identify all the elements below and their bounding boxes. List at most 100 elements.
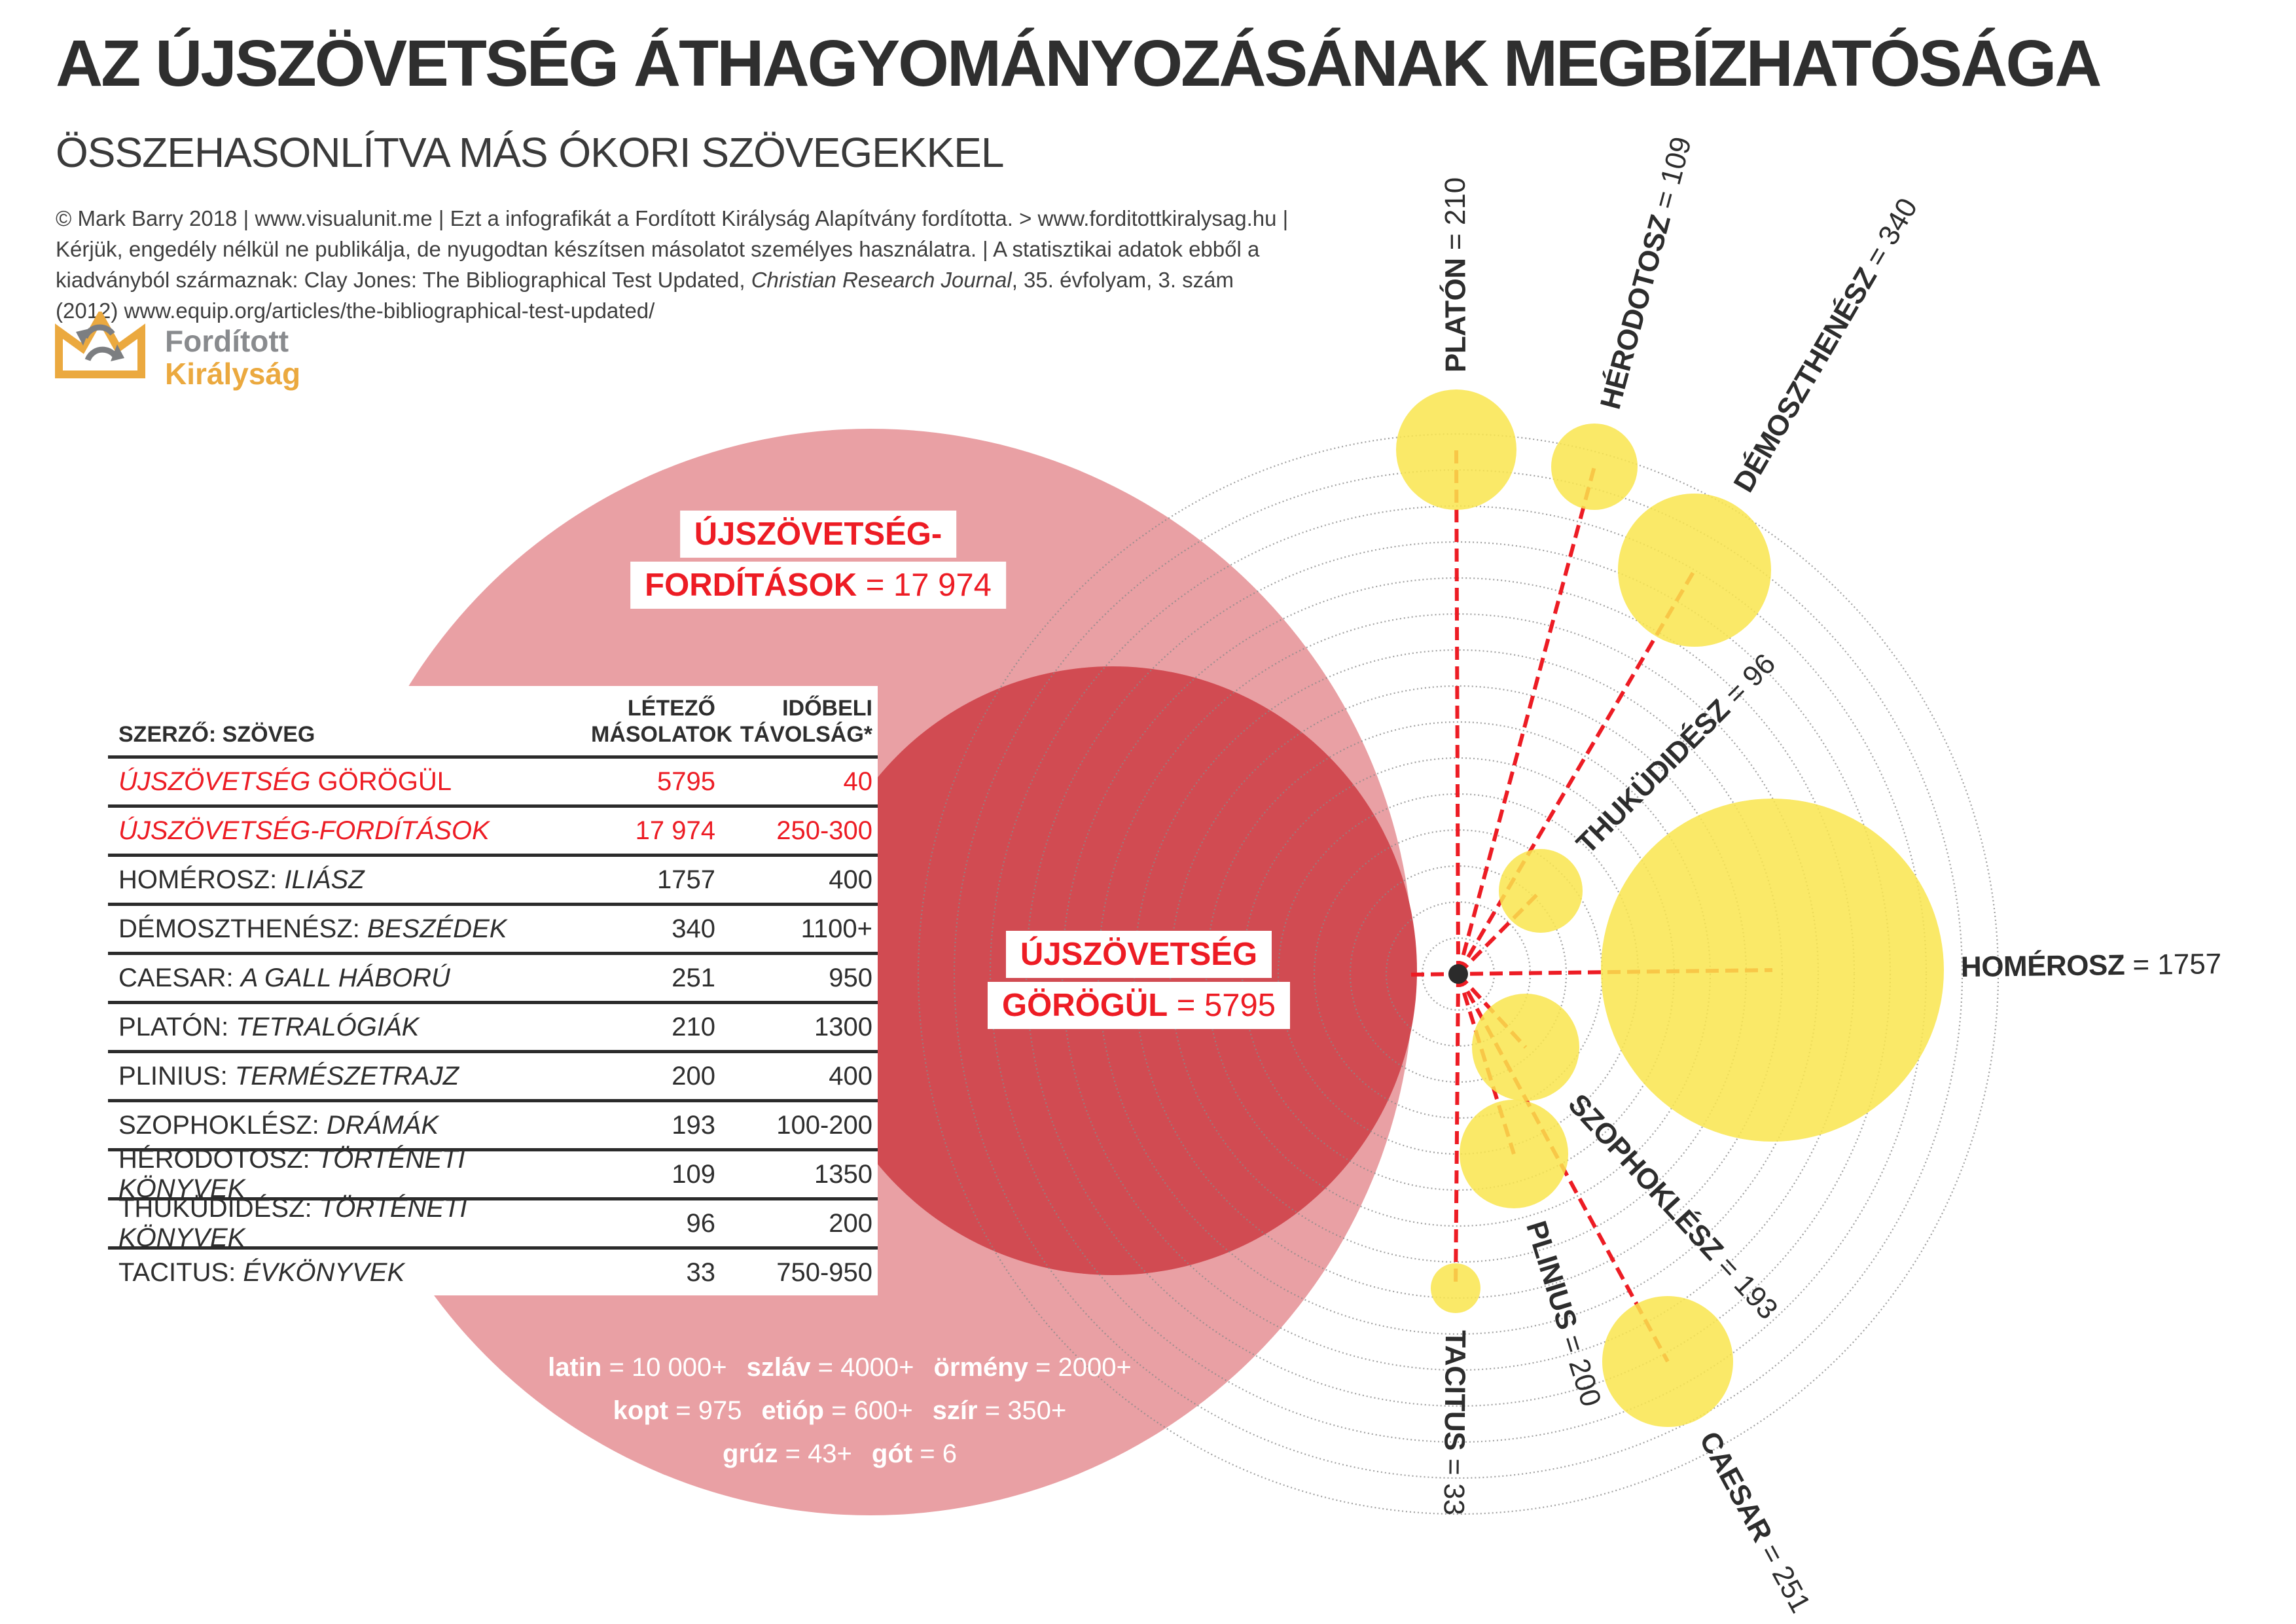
- credits-line: kiadványból származnak: Clay Jones: The …: [56, 268, 1234, 292]
- cell-author-text: PLATÓN: TETRALÓGIÁK: [118, 1012, 420, 1041]
- table-header-distance: IDŐBELI TÁVOLSÁG*: [740, 696, 872, 747]
- cell-copies: 210: [672, 1012, 715, 1041]
- time-ring: [917, 433, 2000, 1515]
- breakdown-line: grúz = 43+ gót = 6: [538, 1432, 1141, 1475]
- manuscripts-table: SZERZŐ: SZÖVEG LÉTEZŐ MÁSOLATOK IDŐBELI TÁ…: [108, 686, 878, 1295]
- cell-author-text: SZOPHOKLÉSZ: DRÁMÁK: [118, 1110, 439, 1140]
- nt-greek-callout: ÚJSZÖVETSÉG GÖRÖGÜL = 5795: [987, 931, 1291, 1033]
- cell-author-text: HÉRODOTOSZ: TÖRTÉNETI KÖNYVEK: [118, 1145, 465, 1203]
- translation-language-breakdown: latin = 10 000+ szláv = 4000+ örmény = 200…: [538, 1346, 1141, 1475]
- radial-label-homerosz: HOMÉROSZ = 1757: [1960, 948, 2222, 984]
- radial-line-tacitus: [1454, 973, 1460, 1289]
- cell-author-text: ÚJSZÖVETSÉG GÖRÖGÜL: [118, 767, 452, 796]
- table-row: ÚJSZÖVETSÉG GÖRÖGÜL 5795 40: [108, 759, 878, 808]
- breakdown-entry: szláv = 4000+: [746, 1353, 914, 1382]
- bubble-homerosz: [1601, 799, 1944, 1142]
- table-row: HÉRODOTOSZ: TÖRTÉNETI KÖNYVEK 109 1350: [108, 1145, 878, 1203]
- radial-label-tacitus: TACITUS = 33: [1437, 1329, 1472, 1516]
- table-row: THUKÜDIDÉSZ: TÖRTÉNETI KÖNYVEK 96 200: [108, 1194, 878, 1252]
- bubble-platon: [1396, 389, 1516, 510]
- breakdown-entry: örmény = 2000+: [933, 1353, 1132, 1382]
- cell-author-text: THUKÜDIDÉSZ: TÖRTÉNETI KÖNYVEK: [118, 1194, 467, 1252]
- cell-copies: 5795: [657, 767, 715, 796]
- page-title: AZ ÚJSZÖVETSÉG ÁTHAGYOMÁNYOZÁSÁNAK MEGBÍ…: [56, 27, 2102, 100]
- breakdown-entry: kopt = 975: [613, 1396, 742, 1425]
- credits-line: © Mark Barry 2018 | www.visualunit.me | …: [56, 206, 1289, 230]
- cell-copies: 200: [672, 1061, 715, 1091]
- cell-distance: 400: [829, 1061, 872, 1091]
- table-row: DÉMOSZTHENÉSZ: BESZÉDEK 340 1100+: [108, 906, 878, 955]
- bubble-plinius: [1460, 1100, 1568, 1208]
- cell-author-text: PLINIUS: TERMÉSZETRAJZ: [118, 1061, 459, 1091]
- nt-greek-callout-line2: GÖRÖGÜL = 5795: [987, 982, 1291, 1029]
- cell-copies: 109: [672, 1159, 715, 1189]
- table-header-row: SZERZŐ: SZÖVEG LÉTEZŐ MÁSOLATOK IDŐBELI TÁ…: [108, 686, 878, 759]
- radial-line-platon: [1454, 449, 1460, 975]
- cell-distance: 1100+: [800, 914, 872, 943]
- table-row: PLINIUS: TERMÉSZETRAJZ 200 400: [108, 1053, 878, 1102]
- origin-dot: [1448, 964, 1468, 984]
- nt-greek-callout-line1: ÚJSZÖVETSÉG: [1005, 931, 1272, 978]
- table-header-copies: LÉTEZŐ MÁSOLATOK: [591, 696, 732, 747]
- breakdown-entry: gót = 6: [871, 1439, 957, 1468]
- breakdown-line: latin = 10 000+ szláv = 4000+ örmény = 200…: [538, 1346, 1141, 1389]
- bubble-demoszthenesz: [1618, 494, 1771, 647]
- cell-distance: 400: [829, 865, 872, 894]
- cell-copies: 340: [672, 914, 715, 943]
- page-subtitle: ÖSSZEHASONLÍTVA MÁS ÓKORI SZÖVEGEKKEL: [56, 129, 1004, 176]
- nt-translations-callout-line1: ÚJSZÖVETSÉG-: [679, 511, 957, 558]
- radial-label-platon: PLATÓN = 210: [1439, 177, 1472, 373]
- bubble-thukudidesz: [1499, 849, 1583, 933]
- table-row: PLATÓN: TETRALÓGIÁK 210 1300: [108, 1004, 878, 1053]
- cell-author-text: TACITUS: ÉVKÖNYVEK: [118, 1257, 405, 1287]
- logo-word-1: Fordított: [165, 324, 289, 358]
- forditott-kiralysag-logo: Fordított Királyság: [52, 308, 445, 416]
- breakdown-entry: latin = 10 000+: [548, 1353, 727, 1382]
- table-row: ÚJSZÖVETSÉG-FORDÍTÁSOK 17 974 250-300: [108, 808, 878, 857]
- cell-distance: 250-300: [776, 816, 872, 845]
- cell-distance: 40: [843, 767, 873, 796]
- cell-distance: 1350: [814, 1159, 872, 1189]
- credits-block: © Mark Barry 2018 | www.visualunit.me | …: [56, 203, 1288, 326]
- table-row: CAESAR: A GALL HÁBORÚ 251 950: [108, 955, 878, 1004]
- radial-line-herodotosz: [1456, 466, 1596, 975]
- breakdown-entry: grúz = 43+: [723, 1439, 852, 1468]
- cell-copies: 251: [672, 963, 715, 992]
- cell-copies: 193: [672, 1110, 715, 1140]
- cell-distance: 750-950: [776, 1257, 872, 1287]
- breakdown-line: kopt = 975 etióp = 600+ szír = 350+: [538, 1389, 1141, 1432]
- logo-wordmark: Fordított Királyság: [165, 325, 300, 390]
- cell-distance: 100-200: [776, 1110, 872, 1140]
- cell-author-text: DÉMOSZTHENÉSZ: BESZÉDEK: [118, 914, 507, 943]
- cell-copies: 1757: [657, 865, 715, 894]
- cell-copies: 17 974: [635, 816, 715, 845]
- table-body: ÚJSZÖVETSÉG GÖRÖGÜL 5795 40 ÚJSZÖVETSÉG-FOR…: [108, 759, 878, 1295]
- cell-copies: 33: [686, 1257, 716, 1287]
- bubble-caesar: [1602, 1296, 1733, 1427]
- cell-distance: 950: [829, 963, 872, 992]
- cell-distance: 200: [829, 1208, 872, 1238]
- credits-line: Kérjük, engedély nélkül ne publikálja, d…: [56, 237, 1260, 261]
- table-row: HOMÉROSZ: ILIÁSZ 1757 400: [108, 857, 878, 906]
- radial-line-plinius: [1456, 973, 1516, 1155]
- cell-distance: 1300: [814, 1012, 872, 1041]
- bubble-herodotosz: [1551, 424, 1638, 510]
- bubble-tacitus: [1431, 1263, 1480, 1313]
- cell-author-text: CAESAR: A GALL HÁBORÚ: [118, 963, 450, 992]
- cell-author-text: ÚJSZÖVETSÉG-FORDÍTÁSOK: [118, 816, 490, 845]
- cell-author-text: HOMÉROSZ: ILIÁSZ: [118, 865, 365, 894]
- credits-line: (2012) www.equip.org/articles/the-biblio…: [56, 298, 655, 323]
- breakdown-entry: szír = 350+: [932, 1396, 1067, 1425]
- breakdown-entry: etióp = 600+: [761, 1396, 913, 1425]
- table-row: TACITUS: ÉVKÖNYVEK 33 750-950: [108, 1250, 878, 1295]
- nt-translations-callout: ÚJSZÖVETSÉG- FORDÍTÁSOK = 17 974: [630, 511, 1006, 613]
- crown-recycle-icon: [55, 308, 145, 378]
- time-ring: [953, 469, 1964, 1479]
- bubble-szophoklesz: [1472, 994, 1579, 1101]
- table-header-author: SZERZŐ: SZÖVEG: [118, 722, 315, 747]
- logo-word-2: Királyság: [165, 357, 301, 391]
- cell-copies: 96: [686, 1208, 716, 1238]
- nt-translations-callout-line2: FORDÍTÁSOK = 17 974: [630, 562, 1006, 609]
- table-row: SZOPHOKLÉSZ: DRÁMÁK 193 100-200: [108, 1102, 878, 1151]
